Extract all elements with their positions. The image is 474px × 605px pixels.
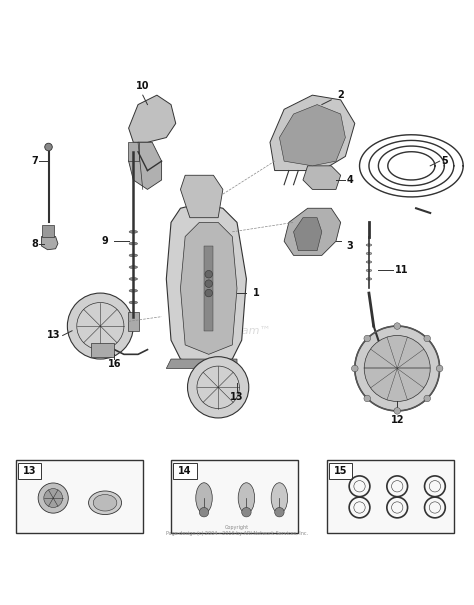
Ellipse shape [366,252,372,255]
Ellipse shape [366,278,372,280]
Text: Copyright
Page design (c) 2004 - 2016 by ARI Network Services, Inc.: Copyright Page design (c) 2004 - 2016 by… [166,525,308,536]
Circle shape [394,408,401,414]
Bar [128,142,139,161]
Ellipse shape [196,483,212,514]
Circle shape [38,483,68,513]
Text: 13: 13 [23,466,36,476]
Bar [128,312,139,331]
Text: 2: 2 [337,90,344,100]
Text: 14: 14 [178,466,192,476]
FancyBboxPatch shape [171,460,298,534]
Ellipse shape [129,242,137,245]
Circle shape [437,365,443,371]
Circle shape [364,335,371,342]
Text: 3: 3 [346,241,354,251]
Circle shape [424,335,430,342]
Text: 11: 11 [395,264,409,275]
Polygon shape [166,203,246,368]
Ellipse shape [129,266,137,269]
Polygon shape [41,237,58,250]
Ellipse shape [129,289,137,292]
Circle shape [394,322,401,329]
Text: 9: 9 [102,236,109,246]
Ellipse shape [89,491,121,514]
Circle shape [67,293,133,359]
Text: 12: 12 [391,415,404,425]
Ellipse shape [366,244,372,246]
Ellipse shape [129,254,137,257]
Polygon shape [181,175,223,218]
Ellipse shape [366,261,372,263]
Text: 13: 13 [230,392,244,402]
Text: 7: 7 [31,156,38,166]
Circle shape [45,143,52,151]
Circle shape [364,336,430,402]
Ellipse shape [93,494,117,511]
FancyBboxPatch shape [16,460,143,534]
Polygon shape [128,95,176,142]
Polygon shape [270,95,355,171]
Text: ARI PartStream™: ARI PartStream™ [174,325,271,336]
Bar [329,463,353,479]
Text: 8: 8 [31,238,38,249]
Circle shape [242,508,251,517]
Text: 4: 4 [346,175,354,185]
Circle shape [364,395,371,402]
Bar [173,463,197,479]
Text: 15: 15 [334,466,347,476]
Polygon shape [204,246,213,331]
Bar [18,463,41,479]
Circle shape [205,270,212,278]
Ellipse shape [129,231,137,234]
Circle shape [205,280,212,287]
Text: 10: 10 [136,80,149,91]
Circle shape [424,395,430,402]
Text: 5: 5 [441,156,448,166]
Text: 13: 13 [46,330,60,341]
Bar [42,224,54,237]
Circle shape [355,326,439,411]
Polygon shape [303,166,341,189]
Ellipse shape [129,301,137,304]
Ellipse shape [129,278,137,280]
Circle shape [352,365,358,371]
Polygon shape [166,359,237,368]
Polygon shape [181,223,237,355]
Polygon shape [279,105,346,166]
Circle shape [44,489,63,508]
Circle shape [205,289,212,297]
Ellipse shape [238,483,255,514]
Circle shape [199,508,209,517]
Text: 1: 1 [253,288,259,298]
FancyBboxPatch shape [327,460,454,534]
Ellipse shape [271,483,288,514]
Polygon shape [128,142,162,189]
Circle shape [275,508,284,517]
Circle shape [188,357,249,418]
Polygon shape [284,208,341,255]
Ellipse shape [366,269,372,272]
Text: 16: 16 [108,359,121,369]
Bar [91,344,115,357]
Polygon shape [293,218,322,250]
